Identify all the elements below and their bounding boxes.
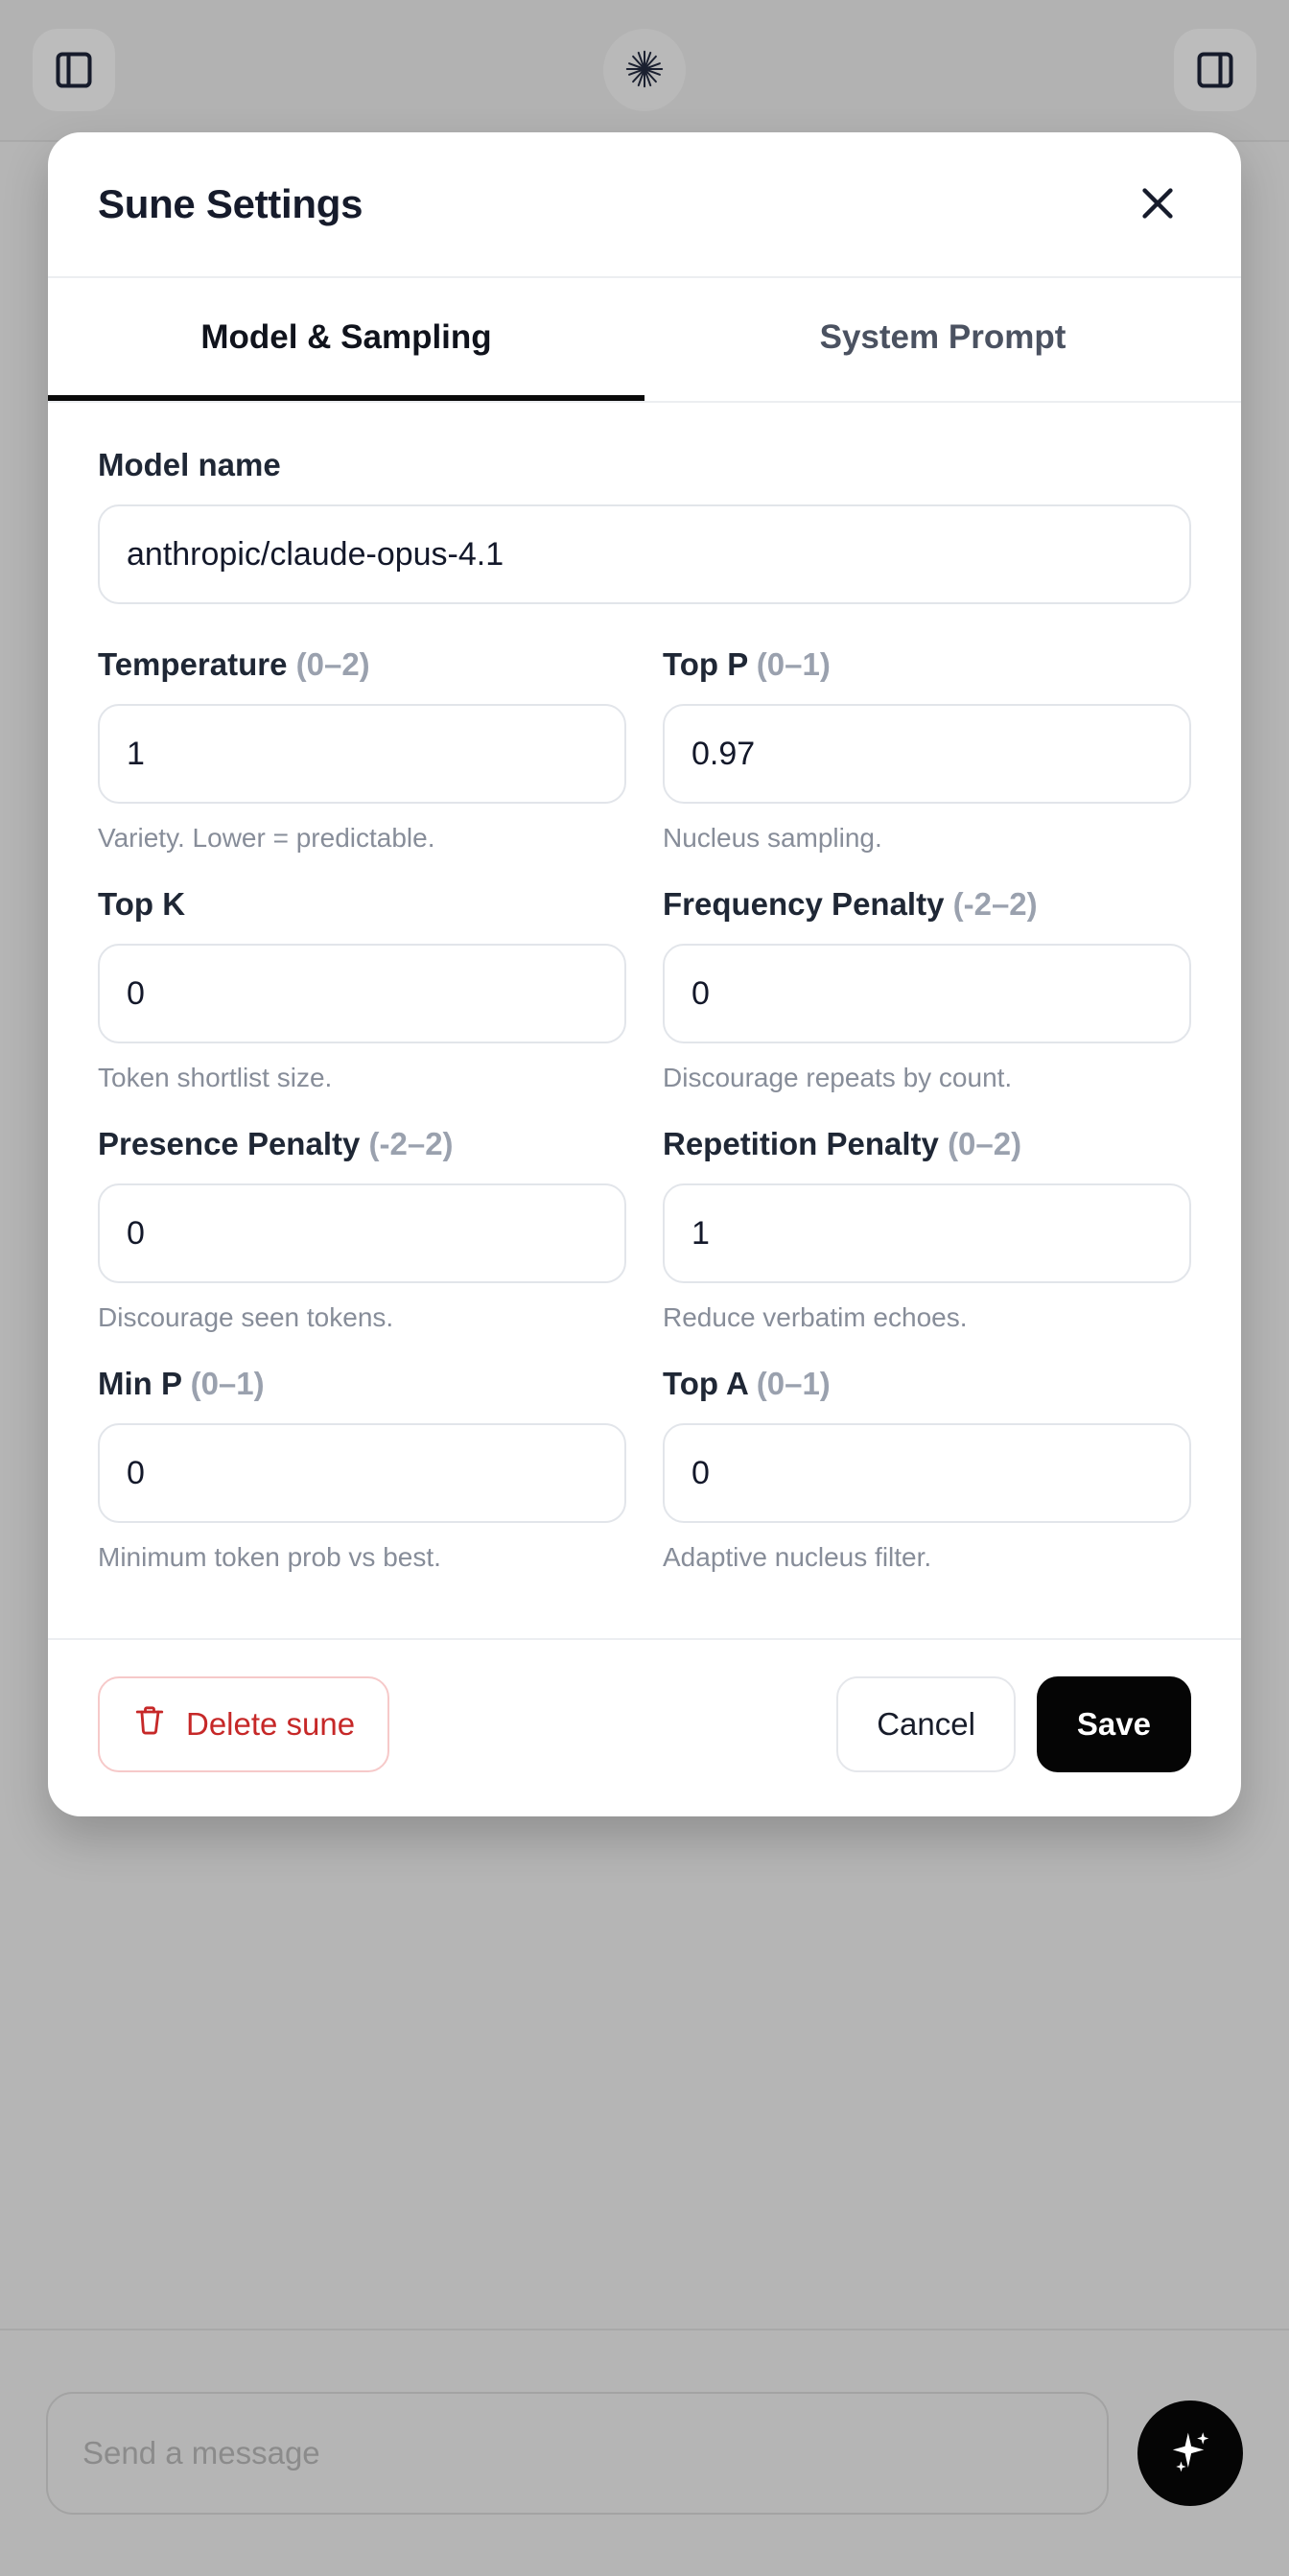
page-title: Sune Settings: [98, 181, 363, 226]
panel-left-icon: [53, 49, 95, 91]
panel-right-icon: [1194, 49, 1236, 91]
param-label: Frequency Penalty (-2–2): [663, 886, 1191, 923]
frequency-penalty-input[interactable]: [663, 944, 1191, 1043]
message-input[interactable]: [46, 2392, 1109, 2515]
param-hint: Token shortlist size.: [98, 1063, 333, 1092]
param-range: (0–2): [295, 646, 370, 682]
delete-sune-button[interactable]: Delete sune: [98, 1676, 390, 1772]
dialog-footer: Delete sune Cancel Save: [48, 1638, 1241, 1816]
top-p-input[interactable]: [663, 704, 1191, 804]
presence-penalty-input[interactable]: [98, 1183, 626, 1283]
param-label-text: Frequency Penalty: [663, 886, 945, 922]
delete-sune-label: Delete sune: [186, 1706, 356, 1742]
param-label: Temperature (0–2): [98, 646, 626, 683]
param-label: Top A (0–1): [663, 1366, 1191, 1402]
temperature-input[interactable]: [98, 704, 626, 804]
trash-icon: [132, 1703, 167, 1745]
sampling-parameters-grid: Temperature (0–2) Variety. Lower = predi…: [98, 646, 1191, 1605]
top-bar: [0, 0, 1289, 142]
message-composer: [0, 2329, 1289, 2576]
dialog-tabs: Model & Sampling System Prompt: [48, 278, 1241, 403]
param-range: (0–1): [756, 646, 831, 682]
param-hint: Variety. Lower = predictable.: [98, 823, 435, 853]
param-range: (-2–2): [952, 886, 1038, 922]
close-dialog-button[interactable]: [1124, 171, 1191, 238]
model-name-input[interactable]: [98, 504, 1191, 604]
param-range: (0–1): [756, 1366, 831, 1401]
param-label: Top P (0–1): [663, 646, 1191, 683]
param-hint: Minimum token prob vs best.: [98, 1542, 441, 1572]
param-range: (0–2): [948, 1126, 1022, 1161]
param-label-text: Presence Penalty: [98, 1126, 361, 1161]
app-logo-button[interactable]: [603, 29, 686, 111]
param-repetition-penalty: Repetition Penalty (0–2) Reduce verbatim…: [663, 1126, 1191, 1333]
param-range: (0–1): [190, 1366, 265, 1401]
param-label-text: Top K: [98, 886, 186, 922]
param-hint: Reduce verbatim echoes.: [663, 1302, 968, 1332]
top-k-input[interactable]: [98, 944, 626, 1043]
repetition-penalty-input[interactable]: [663, 1183, 1191, 1283]
param-hint: Discourage repeats by count.: [663, 1063, 1013, 1092]
param-min-p: Min P (0–1) Minimum token prob vs best.: [98, 1366, 626, 1573]
param-top-a: Top A (0–1) Adaptive nucleus filter.: [663, 1366, 1191, 1573]
panel-right-toggle-button[interactable]: [1174, 29, 1256, 111]
param-top-p: Top P (0–1) Nucleus sampling.: [663, 646, 1191, 854]
save-button[interactable]: Save: [1036, 1676, 1191, 1772]
burst-icon: [622, 47, 667, 94]
param-hint: Discourage seen tokens.: [98, 1302, 394, 1332]
param-range: (-2–2): [368, 1126, 454, 1161]
param-label: Top K: [98, 886, 626, 923]
dialog-header: Sune Settings: [48, 132, 1241, 278]
sparkles-icon: [1165, 2427, 1215, 2480]
param-label-text: Min P: [98, 1366, 182, 1401]
min-p-input[interactable]: [98, 1423, 626, 1523]
footer-actions: Cancel Save: [836, 1676, 1191, 1772]
param-hint: Nucleus sampling.: [663, 823, 882, 853]
top-a-input[interactable]: [663, 1423, 1191, 1523]
tab-model-and-sampling[interactable]: Model & Sampling: [48, 278, 644, 401]
param-label: Repetition Penalty (0–2): [663, 1126, 1191, 1162]
sune-settings-dialog: Sune Settings Model & Sampling System Pr…: [48, 132, 1241, 1816]
param-presence-penalty: Presence Penalty (-2–2) Discourage seen …: [98, 1126, 626, 1333]
param-label-text: Top P: [663, 646, 748, 682]
dialog-body: Model name Temperature (0–2) Variety. Lo…: [48, 403, 1241, 1638]
panel-left-toggle-button[interactable]: [33, 29, 115, 111]
cancel-button[interactable]: Cancel: [836, 1676, 1016, 1772]
close-icon: [1136, 181, 1180, 228]
param-label-text: Temperature: [98, 646, 288, 682]
param-top-k: Top K Token shortlist size.: [98, 886, 626, 1093]
param-temperature: Temperature (0–2) Variety. Lower = predi…: [98, 646, 626, 854]
param-label-text: Top A: [663, 1366, 748, 1401]
tab-system-prompt[interactable]: System Prompt: [644, 278, 1241, 401]
param-hint: Adaptive nucleus filter.: [663, 1542, 932, 1572]
param-label: Presence Penalty (-2–2): [98, 1126, 626, 1162]
param-label: Min P (0–1): [98, 1366, 626, 1402]
param-frequency-penalty: Frequency Penalty (-2–2) Discourage repe…: [663, 886, 1191, 1093]
model-name-label: Model name: [98, 447, 281, 482]
model-name-field-group: Model name: [98, 447, 1191, 604]
param-label-text: Repetition Penalty: [663, 1126, 939, 1161]
send-message-button[interactable]: [1137, 2400, 1243, 2506]
